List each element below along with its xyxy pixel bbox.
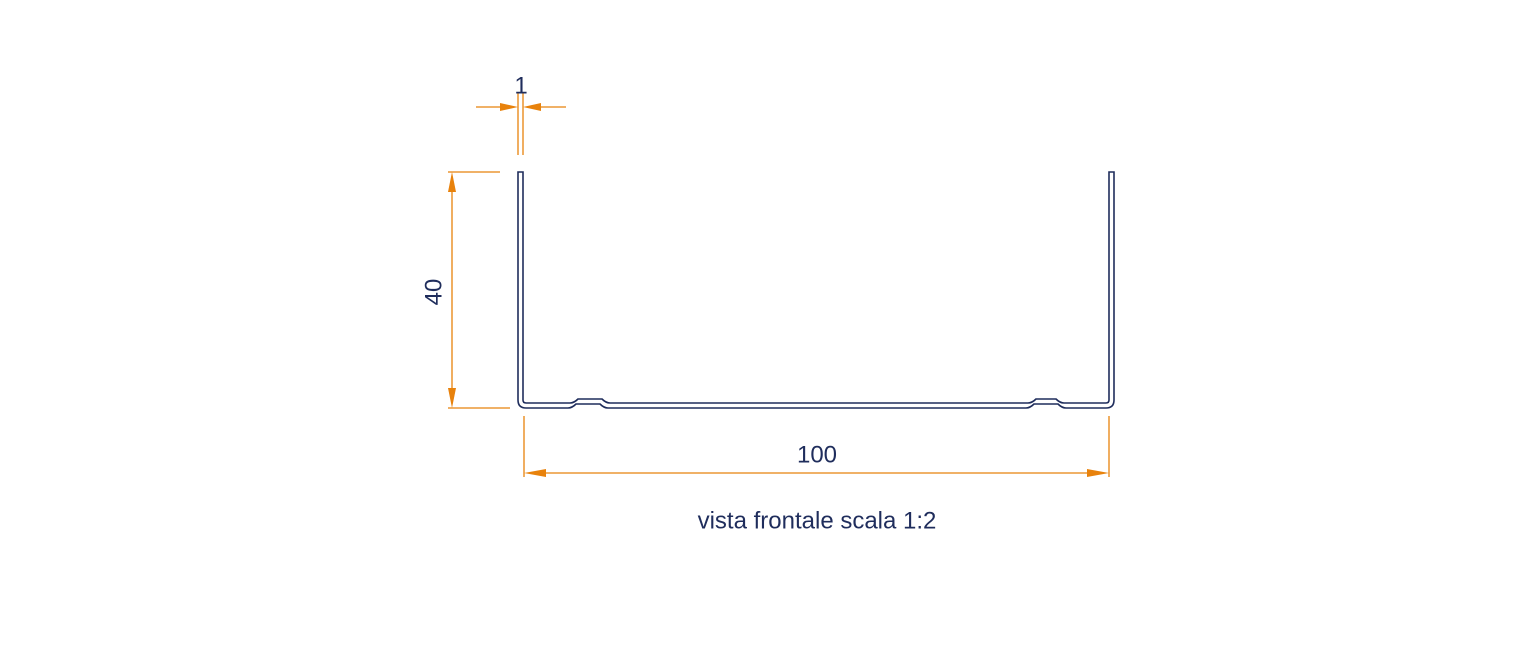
profile [517,171,1115,409]
height-label: 40 [420,279,447,306]
width-dimension: 100 [523,416,1110,477]
width-label: 100 [797,441,837,468]
thickness-label: 1 [514,72,527,99]
caption: vista frontale scala 1:2 [698,507,937,534]
thickness-dimension: 1 [476,72,566,155]
height-dimension: 40 [420,171,510,409]
